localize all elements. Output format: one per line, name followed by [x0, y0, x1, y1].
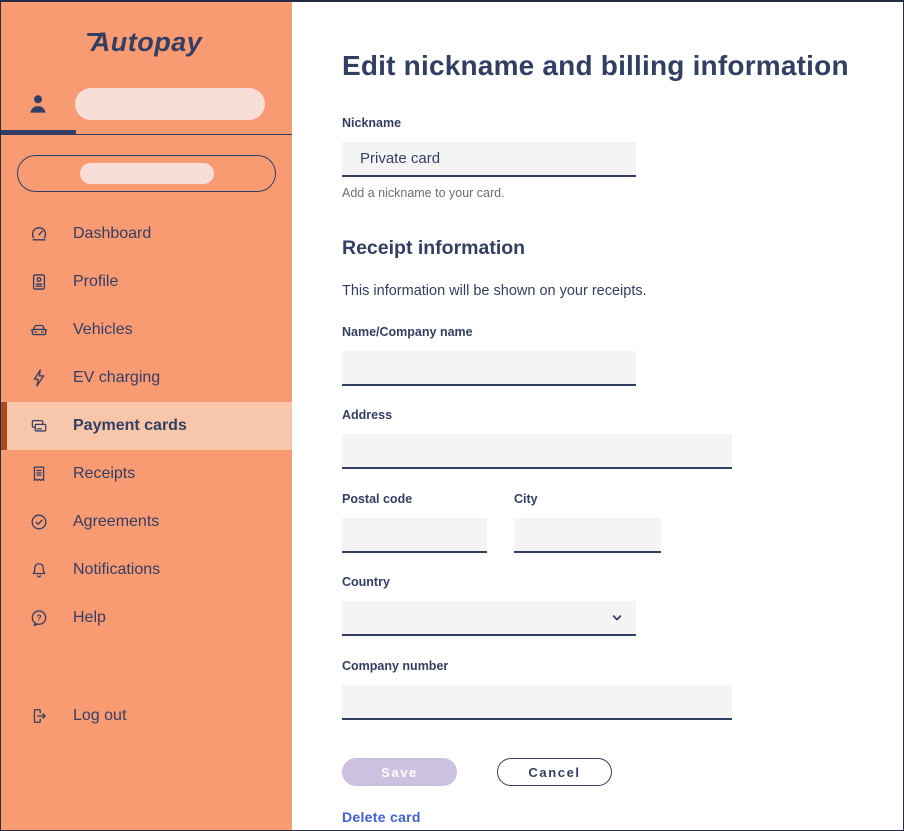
sidebar-item-notifications[interactable]: Notifications — [1, 546, 292, 594]
postal-code-input[interactable] — [342, 518, 487, 553]
name-company-input[interactable] — [342, 351, 636, 386]
sidebar-item-receipts[interactable]: Receipts — [1, 450, 292, 498]
svg-text:?: ? — [36, 613, 41, 623]
cancel-button[interactable]: Cancel — [497, 758, 612, 786]
city-input[interactable] — [514, 518, 661, 553]
account-selector-button[interactable] — [17, 155, 276, 192]
brand-logo-text: Autopay — [90, 26, 203, 57]
sidebar-item-profile[interactable]: Profile — [1, 258, 292, 306]
sidebar-item-ev-charging[interactable]: EV charging — [1, 354, 292, 402]
receipt-section-description: This information will be shown on your r… — [342, 283, 647, 299]
name-company-label: Name/Company name — [342, 325, 473, 339]
save-button[interactable]: Save — [342, 758, 457, 786]
sidebar-item-label: Profile — [73, 273, 119, 290]
sidebar-item-label: EV charging — [73, 369, 161, 386]
sidebar-item-vehicles[interactable]: Vehicles — [1, 306, 292, 354]
sidebar-item-logout[interactable]: Log out — [1, 692, 292, 740]
receipts-icon — [29, 464, 49, 484]
sidebar-item-label: Dashboard — [73, 225, 152, 242]
postal-city-row: Postal code City — [342, 492, 903, 553]
nickname-input[interactable] — [342, 142, 636, 177]
sidebar: Autopay — [1, 2, 292, 830]
brand-logo: Autopay — [1, 2, 292, 68]
active-tab-indicator — [1, 130, 76, 135]
main-content: Edit nickname and billing information Ni… — [292, 2, 903, 830]
page-title: Edit nickname and billing information — [342, 50, 849, 81]
nickname-label: Nickname — [342, 116, 402, 130]
sidebar-item-label: Agreements — [73, 513, 160, 530]
sidebar-item-help[interactable]: ? Help — [1, 594, 292, 642]
receipt-section-heading: Receipt information — [342, 237, 526, 259]
logout-icon — [29, 706, 49, 726]
company-number-input[interactable] — [342, 685, 732, 720]
user-icon — [25, 91, 51, 117]
postal-code-field-group: Postal code — [342, 492, 487, 553]
form-actions: Save Cancel — [342, 758, 903, 786]
profile-icon — [29, 272, 49, 292]
address-label: Address — [342, 408, 393, 422]
brand-logo-dash — [87, 33, 104, 36]
user-tab[interactable] — [1, 68, 292, 135]
sidebar-item-label: Log out — [73, 707, 127, 724]
nickname-helper-text: Add a nickname to your card. — [342, 186, 505, 200]
sidebar-item-label: Vehicles — [73, 321, 133, 338]
country-select[interactable] — [342, 601, 636, 636]
company-number-label: Company number — [342, 659, 449, 673]
dashboard-icon — [29, 224, 49, 244]
postal-code-label: Postal code — [342, 492, 413, 506]
country-label: Country — [342, 575, 390, 589]
notifications-icon — [29, 560, 49, 580]
help-icon: ? — [29, 608, 49, 628]
country-select-wrap — [342, 601, 636, 636]
address-input[interactable] — [342, 434, 732, 469]
city-field-group: City — [514, 492, 661, 553]
sidebar-item-label: Notifications — [73, 561, 161, 578]
payment-cards-icon — [29, 416, 49, 436]
sidebar-item-dashboard[interactable]: Dashboard — [1, 210, 292, 258]
sidebar-item-payment-cards[interactable]: Payment cards — [1, 402, 292, 450]
agreements-icon — [29, 512, 49, 532]
sidebar-item-label: Payment cards — [73, 417, 187, 434]
delete-card-link[interactable]: Delete card — [342, 809, 421, 825]
account-name-placeholder — [79, 163, 214, 184]
sidebar-item-label: Help — [73, 609, 106, 626]
vehicles-icon — [29, 320, 49, 340]
ev-charging-icon — [29, 368, 49, 388]
sidebar-nav: Dashboard Profile — [1, 210, 292, 740]
sidebar-item-label: Receipts — [73, 465, 136, 482]
user-name-placeholder — [75, 88, 265, 120]
city-label: City — [514, 492, 538, 506]
sidebar-item-agreements[interactable]: Agreements — [1, 498, 292, 546]
